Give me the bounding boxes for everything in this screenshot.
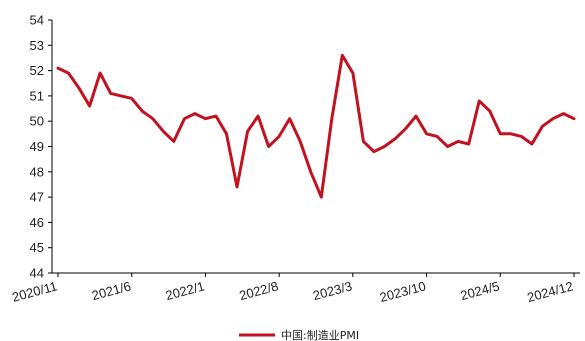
data-point bbox=[120, 94, 123, 97]
data-point bbox=[130, 97, 133, 100]
data-point bbox=[330, 117, 333, 120]
y-tick-label: 53 bbox=[30, 38, 44, 53]
data-point bbox=[225, 132, 228, 135]
y-tick-label: 52 bbox=[30, 63, 44, 78]
data-point bbox=[520, 135, 523, 138]
x-tick-label: 2021/6 bbox=[90, 278, 132, 303]
data-point bbox=[541, 125, 544, 128]
data-point bbox=[78, 87, 81, 90]
y-tick-label: 47 bbox=[30, 190, 44, 205]
data-point bbox=[288, 117, 291, 120]
data-point bbox=[488, 110, 491, 113]
x-axis: 2020/11 2021/6 2022/1 2022/8 2023/3 2023/10 20… bbox=[10, 272, 580, 305]
series-line-manufacturing-pmi bbox=[56, 53, 576, 199]
data-point bbox=[57, 67, 60, 70]
y-tick-label: 49 bbox=[30, 139, 44, 154]
data-point bbox=[257, 115, 260, 118]
y-tick-label: 46 bbox=[30, 215, 44, 230]
x-tick-label: 2022/1 bbox=[164, 278, 206, 303]
data-point bbox=[393, 137, 396, 140]
x-tick-label: 2022/8 bbox=[238, 278, 280, 303]
data-point bbox=[246, 130, 249, 133]
data-point bbox=[99, 72, 102, 75]
data-point bbox=[362, 140, 365, 143]
y-tick-label: 50 bbox=[30, 114, 44, 129]
data-point bbox=[467, 142, 470, 145]
y-tick-label: 51 bbox=[30, 88, 44, 103]
series-layer bbox=[56, 53, 576, 199]
data-point bbox=[383, 145, 386, 148]
data-point bbox=[204, 117, 207, 120]
data-point bbox=[478, 99, 481, 102]
x-tick-label: 2020/11 bbox=[10, 278, 58, 304]
data-point bbox=[436, 135, 439, 138]
data-point bbox=[372, 150, 375, 153]
x-tick-label: 2024/5 bbox=[459, 278, 501, 303]
data-point bbox=[404, 127, 407, 130]
data-point bbox=[278, 135, 281, 138]
y-tick-label: 54 bbox=[30, 13, 44, 28]
data-point bbox=[88, 105, 91, 108]
x-tick-label: 2024/12 bbox=[525, 278, 574, 305]
data-point bbox=[67, 72, 70, 75]
data-point bbox=[415, 115, 418, 118]
data-point bbox=[109, 92, 112, 95]
y-tick-label: 48 bbox=[30, 164, 44, 179]
data-point bbox=[236, 185, 239, 188]
data-point bbox=[573, 117, 576, 120]
data-point bbox=[341, 54, 344, 57]
data-point bbox=[193, 112, 196, 115]
data-point bbox=[183, 117, 186, 120]
data-point bbox=[457, 140, 460, 143]
data-point bbox=[267, 145, 270, 148]
y-tick-label: 45 bbox=[30, 240, 44, 255]
data-point bbox=[141, 110, 144, 113]
data-point bbox=[162, 130, 165, 133]
data-point bbox=[530, 142, 533, 145]
data-point bbox=[551, 117, 554, 120]
data-point bbox=[214, 115, 217, 118]
data-point bbox=[309, 170, 312, 173]
data-point bbox=[172, 140, 175, 143]
x-tick-label: 2023/3 bbox=[311, 278, 353, 303]
data-point bbox=[509, 132, 512, 135]
y-axis: 44 45 46 47 48 49 50 51 52 53 54 bbox=[30, 13, 53, 281]
data-point bbox=[562, 112, 565, 115]
data-point bbox=[446, 145, 449, 148]
data-point bbox=[499, 132, 502, 135]
data-point bbox=[351, 72, 354, 75]
data-point bbox=[299, 140, 302, 143]
x-tick-label: 2023/10 bbox=[378, 278, 427, 305]
data-point bbox=[320, 196, 323, 199]
legend-label: 中国:制造业PMI bbox=[281, 328, 359, 341]
data-point bbox=[425, 132, 428, 135]
y-tick-label: 44 bbox=[30, 266, 44, 281]
legend: 中国:制造业PMI bbox=[239, 328, 359, 341]
data-point bbox=[151, 117, 154, 120]
